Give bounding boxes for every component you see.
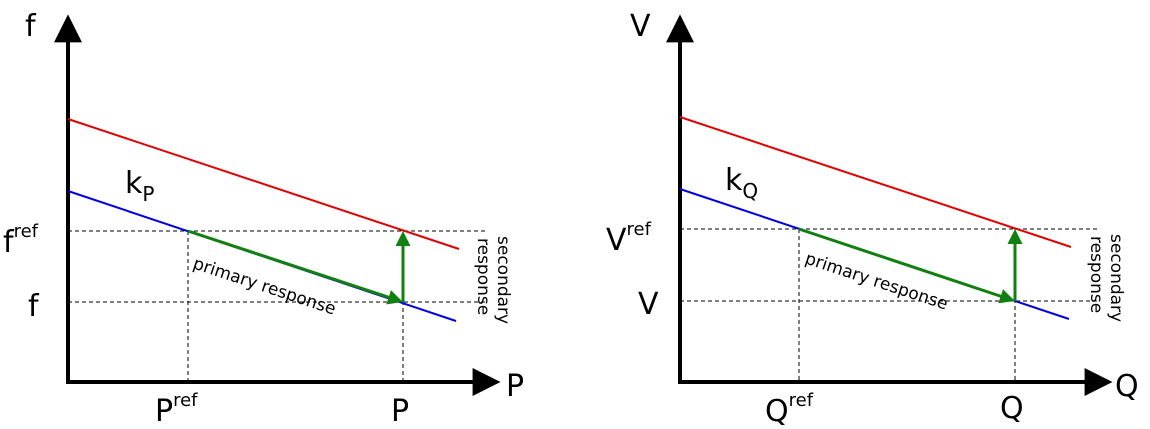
left-upper-droop-line <box>67 118 460 250</box>
left-diagram: f P fref f Pref P kP primary response se… <box>3 9 524 429</box>
svg-text:response: response <box>473 238 493 315</box>
left-ref-x-label: Pref <box>155 390 198 429</box>
svg-text:response: response <box>1086 236 1106 313</box>
right-value-x-label: Q <box>1000 391 1024 426</box>
left-value-x-label: P <box>391 394 409 429</box>
left-primary-response-arrow <box>187 229 403 305</box>
right-diagram: V Q Vref V Qref Q kQ primary response se… <box>606 9 1139 429</box>
svg-text:secondary: secondary <box>1106 234 1126 322</box>
right-ref-y-label: Vref <box>606 219 652 258</box>
left-y-axis-label: f <box>25 9 37 44</box>
right-upper-droop-line <box>679 116 1072 248</box>
left-primary-response-label: primary response <box>190 254 338 320</box>
right-value-y-label: V <box>638 287 659 322</box>
left-slope-label: kP <box>125 166 154 206</box>
right-primary-response-label: primary response <box>802 249 950 315</box>
left-secondary-response-label: secondary response <box>473 236 513 324</box>
right-slope-label: kQ <box>725 163 758 203</box>
left-value-y-label: f <box>28 289 40 324</box>
right-primary-response-arrow <box>798 227 1015 304</box>
right-x-axis-label: Q <box>1115 369 1139 404</box>
right-y-axis-label: V <box>630 9 651 44</box>
left-x-axis-label: P <box>506 369 524 404</box>
right-ref-x-label: Qref <box>765 390 814 429</box>
svg-text:secondary: secondary <box>493 236 513 324</box>
left-ref-y-label: fref <box>3 221 39 260</box>
right-secondary-response-label: secondary response <box>1086 234 1126 322</box>
